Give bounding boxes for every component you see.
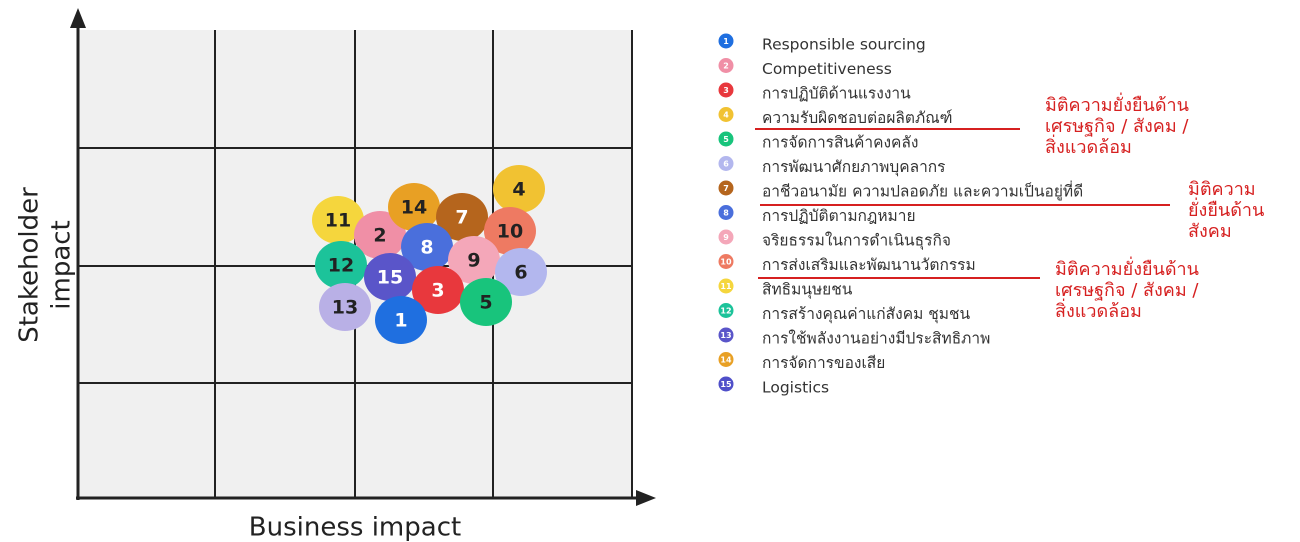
legend-number: 10	[720, 258, 732, 267]
bubble	[436, 193, 488, 241]
legend-icon	[718, 376, 734, 392]
y-axis-label-line: Stakeholder	[15, 187, 45, 343]
legend-text: ความรับผิดชอบต่อผลิตภัณฑ์	[762, 109, 952, 127]
annotation-line: มิติความ	[1188, 179, 1256, 200]
legend-number: 4	[723, 111, 729, 120]
bubble-label: 1	[394, 310, 407, 332]
bubble	[319, 283, 371, 331]
legend-icon	[718, 327, 734, 343]
legend-text: การปฏิบัติตามกฎหมาย	[762, 207, 916, 225]
legend-number: 3	[723, 86, 729, 95]
bubble-label: 3	[431, 280, 444, 302]
legend-icon	[718, 33, 734, 49]
legend-text: สิทธิมนุษยชน	[762, 281, 853, 300]
y-axis-label-line: impact	[47, 220, 77, 309]
legend-number: 7	[723, 184, 729, 193]
legend-text: การจัดการของเสีย	[762, 354, 885, 372]
bubble-label: 11	[325, 210, 351, 232]
bubble	[312, 196, 364, 244]
bubble	[493, 165, 545, 213]
legend-number: 1	[723, 37, 729, 46]
bubble	[448, 236, 500, 284]
legend-icon	[718, 82, 734, 98]
y-arrow	[70, 8, 86, 28]
legend-icon	[718, 58, 734, 73]
bubble-label: 8	[420, 237, 433, 259]
legend-icon	[718, 180, 734, 196]
bubble-label: 14	[401, 197, 427, 219]
legend-text: การพัฒนาศักยภาพบุคลากร	[762, 158, 946, 177]
legend-text: จริยธรรมในการดำเนินธุรกิจ	[762, 232, 951, 251]
legend-number: 6	[723, 160, 729, 169]
annotation-line: เศรษฐกิจ / สังคม /	[1055, 280, 1199, 301]
legend-number: 12	[720, 307, 731, 316]
legend-icon	[718, 229, 734, 245]
legend-icon	[718, 107, 734, 122]
bubble	[460, 278, 512, 326]
legend-number: 5	[723, 135, 729, 144]
annotation-line: ยั่งยืนด้าน	[1188, 197, 1264, 221]
bubble	[315, 241, 367, 289]
legend-icon	[718, 303, 734, 318]
bubble-label: 2	[373, 225, 386, 247]
bubbles: 11 2 14 7 4 10 8 9 6 12 15 3 5 13 1	[312, 165, 547, 344]
legend-icon	[718, 254, 734, 269]
bubble-label: 10	[497, 221, 523, 243]
annotation-line: เศรษฐกิจ / สังคม /	[1045, 116, 1189, 137]
bubble	[412, 266, 464, 314]
bubble	[364, 253, 416, 301]
legend-text: การใช้พลังงานอย่างมีประสิทธิภาพ	[762, 330, 990, 348]
bubble-label: 9	[467, 250, 480, 272]
bubble-label: 12	[328, 255, 354, 277]
annotation-line: มิติความยั่งยืนด้าน	[1045, 92, 1189, 116]
underlines	[755, 128, 1170, 279]
legend: 1 Responsible sourcing 2 Competitiveness 3 กา…	[718, 33, 1083, 397]
legend-icon	[718, 205, 734, 220]
bubble	[495, 248, 547, 296]
bubble-label: 4	[512, 179, 525, 201]
annotation-line: มิติความยั่งยืนด้าน	[1055, 256, 1199, 280]
legend-number: 8	[723, 209, 729, 218]
legend-icon	[718, 131, 734, 147]
legend-text: การส่งเสริมและพัฒนานวัตกรรม	[762, 256, 976, 274]
legend-number: 11	[720, 282, 732, 291]
legend-text: การสร้างคุณค่าแก่สังคม ชุมชน	[762, 305, 970, 324]
annotation-line: สิ่งแวดล้อม	[1045, 134, 1132, 158]
y-axis-label: Stakeholder impact	[15, 187, 77, 343]
bubble-label: 15	[377, 267, 403, 289]
bubble	[484, 207, 536, 255]
annotation-line: สิ่งแวดล้อม	[1055, 298, 1142, 322]
bubble-label: 5	[479, 292, 492, 314]
legend-number: 14	[720, 356, 732, 365]
bubble	[375, 296, 427, 344]
bubble-label: 13	[332, 297, 358, 319]
bubble	[388, 183, 440, 231]
annotation-line: สังคม	[1188, 221, 1232, 242]
legend-number: 9	[723, 233, 729, 242]
x-arrow	[636, 490, 656, 506]
bubble	[401, 223, 453, 271]
legend-text: Responsible sourcing	[762, 36, 926, 54]
legend-icon	[718, 352, 734, 367]
bubble-label: 6	[514, 262, 527, 284]
x-axis-label: Business impact	[249, 513, 461, 542]
legend-text: Logistics	[762, 379, 829, 397]
bubble	[354, 211, 406, 259]
legend-number: 15	[720, 380, 732, 389]
legend-text: การจัดการสินค้าคงคลัง	[762, 134, 918, 152]
legend-text: การปฏิบัติด้านแรงงาน	[762, 85, 911, 103]
legend-number: 13	[720, 331, 731, 340]
legend-text: Competitiveness	[762, 60, 892, 78]
legend-number: 2	[723, 62, 729, 71]
bubble-label: 7	[455, 207, 468, 229]
legend-icon	[718, 156, 734, 171]
legend-icon	[718, 278, 734, 294]
legend-text: อาชีวอนามัย ความปลอดภัย และความเป็นอยู่ท…	[762, 181, 1083, 202]
